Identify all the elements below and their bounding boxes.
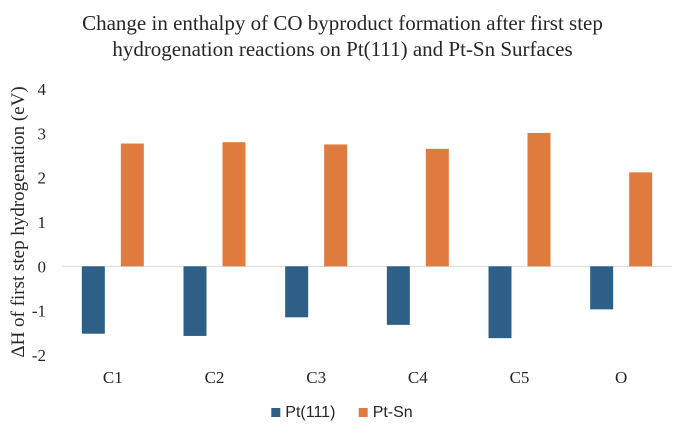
legend-label: Pt(111) [285,404,335,421]
legend: Pt(111) Pt-Sn [271,404,413,421]
x-tick-label: O [615,368,627,387]
bars-group [81,132,653,339]
y-tick-label: 3 [38,124,47,143]
y-tick-label: -2 [32,346,46,365]
x-tick-label: C1 [103,368,123,387]
bar-pt-sn-c3 [324,144,348,267]
y-tick-label: 0 [38,257,47,276]
x-tick-label: C3 [306,368,326,387]
bar-pt-111-c5 [488,266,512,339]
x-tick-labels: C1 C2 C3 C4 C5 O [103,368,627,387]
x-tick-label: C2 [205,368,225,387]
bar-pt-sn-c4 [425,148,449,267]
legend-label: Pt-Sn [373,404,413,421]
legend-swatch [271,408,281,417]
legend-swatch [358,408,368,417]
y-tick-labels: -2 -1 0 1 2 3 4 [32,80,47,365]
bar-pt-111-c1 [81,266,105,334]
y-tick-label: 4 [38,80,47,99]
bar-pt-sn-c5 [527,132,551,267]
bar-pt-sn-o [629,172,653,267]
y-tick-label: 2 [38,169,47,188]
y-axis-label-group: ΔH of first step hydrogenation (eV) [8,86,29,357]
chart-title-line-1: Change in enthalpy of CO byproduct forma… [82,11,603,35]
bar-pt-111-c4 [386,266,410,325]
bar-pt-sn-c1 [120,143,144,267]
bar-pt-111-c2 [183,266,207,336]
x-tick-label: C4 [408,368,428,387]
y-axis-label: ΔH of first step hydrogenation (eV) [8,86,29,357]
chart-title-line-2: hydrogenation reactions on Pt(111) and P… [112,37,573,61]
bar-pt-111-c3 [285,266,309,318]
bar-pt-sn-c2 [222,142,246,267]
bar-pt-111-o [590,266,614,310]
y-tick-label: 1 [38,213,47,232]
chart-title: Change in enthalpy of CO byproduct forma… [0,10,685,62]
x-tick-label: C5 [510,368,530,387]
y-tick-label: -1 [32,302,46,321]
